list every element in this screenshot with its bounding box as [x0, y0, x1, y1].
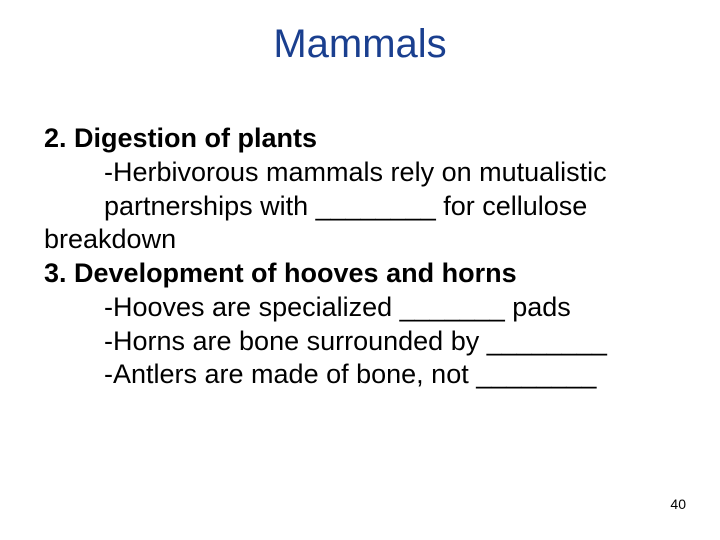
point-3-detail-b: -Horns are bone surrounded by ________	[44, 325, 700, 359]
page-number: 40	[670, 496, 686, 512]
slide: Mammals 2. Digestion of plants -Herbivor…	[0, 0, 720, 540]
point-3-heading: 3. Development of hooves and horns	[44, 257, 700, 291]
point-2-detail-cont: breakdown	[44, 223, 700, 257]
point-3-detail-a: -Hooves are specialized _______ pads	[44, 291, 700, 325]
point-3-detail-c: -Antlers are made of bone, not ________	[44, 358, 700, 392]
point-2-heading: 2. Digestion of plants	[44, 122, 700, 156]
slide-title: Mammals	[0, 0, 720, 67]
point-2-detail: -Herbivorous mammals rely on mutualistic…	[44, 156, 700, 224]
slide-body: 2. Digestion of plants -Herbivorous mamm…	[44, 122, 700, 392]
